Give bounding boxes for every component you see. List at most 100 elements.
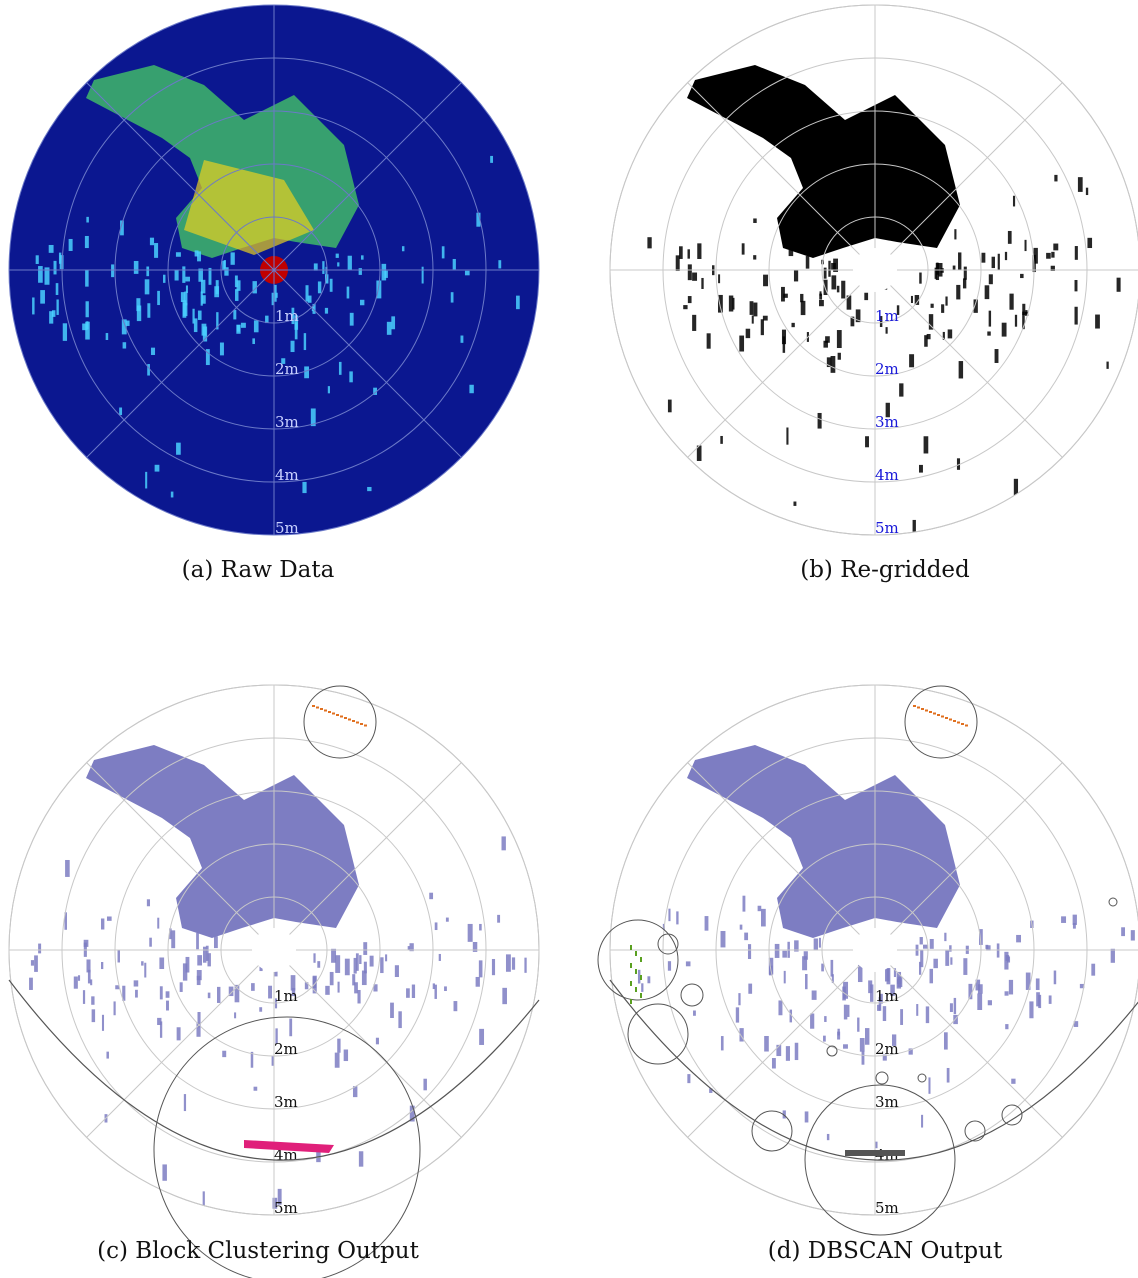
echo-speckle bbox=[380, 957, 383, 973]
cluster-points bbox=[640, 993, 642, 998]
cluster-points bbox=[324, 710, 327, 712]
echo-speckle bbox=[354, 958, 357, 974]
echo-speckle bbox=[182, 266, 185, 283]
echo-speckle bbox=[927, 334, 931, 339]
echo-speckle bbox=[736, 1007, 739, 1022]
echo-speckle bbox=[857, 1018, 859, 1032]
echo-speckle bbox=[841, 281, 845, 299]
echo-speckle bbox=[823, 1036, 826, 1042]
echo-speckle bbox=[692, 273, 697, 281]
echo-speckle bbox=[1117, 278, 1121, 292]
echo-speckle bbox=[1106, 362, 1108, 369]
echo-speckle bbox=[106, 1052, 109, 1059]
echo-speckle bbox=[1036, 978, 1040, 990]
echo-speckle bbox=[236, 325, 240, 334]
echo-speckle bbox=[83, 990, 85, 1004]
echo-speckle bbox=[1095, 315, 1100, 329]
echo-speckle bbox=[217, 987, 220, 1003]
echo-speckle bbox=[435, 922, 438, 930]
echo-speckle bbox=[782, 330, 786, 345]
echo-speckle bbox=[687, 1074, 690, 1083]
range-label: 2m bbox=[275, 360, 299, 378]
echo-speckle bbox=[345, 959, 350, 976]
blind-zone bbox=[853, 928, 897, 972]
echo-speckle bbox=[268, 986, 272, 999]
echo-speckle bbox=[118, 950, 120, 962]
echo-speckle bbox=[947, 1068, 950, 1083]
echo-speckle bbox=[1051, 252, 1054, 258]
echo-speckle bbox=[85, 236, 89, 248]
echo-speckle bbox=[32, 297, 34, 314]
echo-speckle bbox=[201, 280, 205, 294]
cluster-points bbox=[640, 975, 642, 980]
echo-speckle bbox=[325, 308, 328, 314]
echo-speckle bbox=[135, 990, 138, 998]
echo-speckle bbox=[146, 267, 149, 277]
echo-speckle bbox=[203, 1191, 205, 1207]
range-label: 1m bbox=[875, 307, 899, 325]
echo-speckle bbox=[1005, 252, 1007, 260]
echo-speckle bbox=[234, 1012, 236, 1018]
echo-speckle bbox=[838, 353, 841, 360]
range-label: 1m bbox=[275, 307, 299, 325]
echo-speckle bbox=[805, 1111, 809, 1122]
echo-speckle bbox=[758, 906, 762, 911]
range-label: 3m bbox=[875, 1093, 899, 1111]
cluster-points bbox=[340, 716, 343, 718]
echo-speckle bbox=[814, 938, 818, 950]
echo-speckle bbox=[359, 955, 361, 964]
range-label: 2m bbox=[274, 1040, 298, 1058]
cluster-points bbox=[312, 705, 315, 707]
echo-speckle bbox=[214, 936, 218, 948]
echo-speckle bbox=[789, 250, 794, 256]
echo-speckle bbox=[36, 255, 39, 264]
echo-speckle bbox=[668, 961, 671, 971]
echo-speckle bbox=[1029, 1001, 1033, 1018]
cluster-points bbox=[937, 714, 940, 716]
echo-speckle bbox=[359, 268, 362, 275]
echo-speckle bbox=[88, 970, 91, 984]
echo-speckle bbox=[945, 951, 949, 966]
echo-speckle bbox=[812, 990, 817, 999]
echo-speckle bbox=[317, 961, 320, 968]
echo-speckle bbox=[688, 249, 690, 258]
echo-speckle bbox=[1013, 196, 1015, 207]
echo-speckle bbox=[919, 962, 921, 975]
echo-speckle bbox=[1053, 244, 1058, 251]
echo-speckle bbox=[63, 323, 67, 341]
echo-speckle bbox=[941, 304, 944, 313]
echo-speckle bbox=[490, 156, 493, 163]
echo-speckle bbox=[101, 962, 103, 969]
echo-speckle bbox=[291, 341, 295, 352]
panel: 1m2m3m4m5m bbox=[610, 5, 1138, 537]
echo-speckle bbox=[439, 954, 441, 961]
echo-speckle bbox=[739, 336, 744, 352]
echo-speckle bbox=[819, 291, 821, 296]
echo-speckle bbox=[65, 860, 70, 877]
echo-speckle bbox=[668, 400, 672, 413]
echo-speckle bbox=[254, 1087, 258, 1091]
echo-speckle bbox=[763, 275, 768, 287]
echo-speckle bbox=[119, 408, 122, 416]
echo-speckle bbox=[837, 1032, 840, 1040]
range-label: 2m bbox=[875, 1040, 899, 1058]
echo-speckle bbox=[721, 931, 726, 947]
echo-speckle bbox=[184, 1094, 186, 1111]
echo-speckle bbox=[676, 911, 678, 924]
echo-speckle bbox=[147, 899, 150, 906]
echo-speckle bbox=[446, 918, 449, 922]
cluster-points bbox=[953, 720, 956, 722]
cluster-points bbox=[635, 987, 637, 992]
echo-speckle bbox=[335, 1053, 340, 1068]
caption: (d) DBSCAN Output bbox=[768, 1238, 1003, 1264]
echo-speckle bbox=[202, 295, 206, 304]
echo-speckle bbox=[412, 985, 415, 998]
echo-speckle bbox=[761, 319, 764, 335]
echo-speckle bbox=[847, 1005, 849, 1017]
echo-speckle bbox=[823, 341, 828, 348]
echo-speckle bbox=[738, 993, 740, 1005]
echo-speckle bbox=[819, 938, 821, 948]
cluster-points bbox=[640, 957, 642, 962]
echo-speckle bbox=[743, 896, 746, 912]
echo-speckle bbox=[998, 254, 1000, 271]
